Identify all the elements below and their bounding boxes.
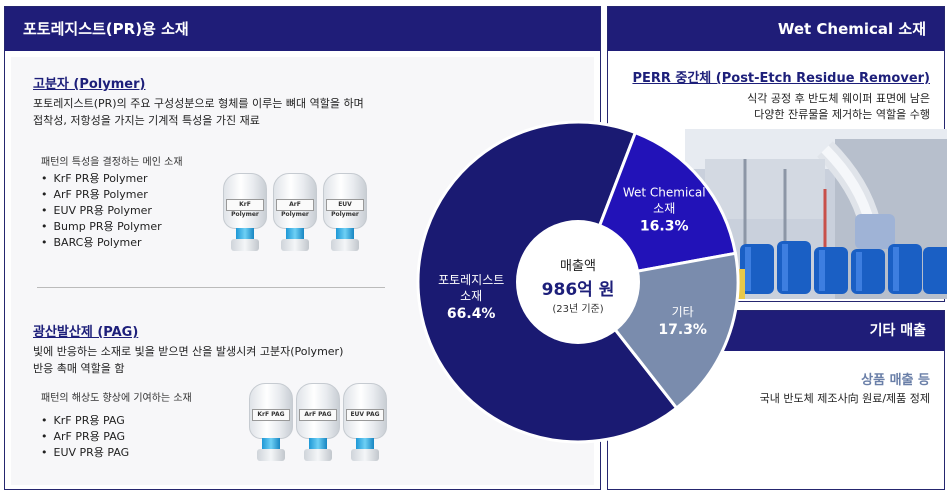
pr-materials-body: 고분자 (Polymer) 포토레지스트(PR)의 주요 구성성분으로 형체를 …	[11, 57, 594, 485]
list-item: ArF PR용 Polymer	[41, 187, 162, 203]
pag-desc-2: 반응 촉매 역할을 함	[33, 362, 125, 375]
factory-photo	[685, 129, 947, 299]
polymer-desc-1: 포토레지스트(PR)의 주요 구성성분으로 형체를 이루는 뼈대 역할을 하며	[33, 97, 364, 110]
wet-chemical-header: Wet Chemical 소재	[608, 7, 944, 51]
euv-polymer-bottle: EUV Polymer	[323, 173, 367, 253]
list-item: KrF PR용 PAG	[41, 413, 129, 429]
perr-title: PERR 중간체 (Post-Etch Residue Remover)	[632, 71, 930, 86]
perr-desc-1: 식각 공정 후 반도체 웨이퍼 표면에 남은	[747, 92, 930, 105]
euv-pag-bottle: EUV PAG	[343, 383, 387, 463]
list-item: Bump PR용 Polymer	[41, 219, 162, 235]
pag-desc-1: 빛에 반응하는 소재로 빛을 받으면 산을 발생시켜 고분자(Polymer)	[33, 345, 344, 358]
section-divider	[37, 287, 385, 288]
pag-title: 광산발산제 (PAG)	[33, 325, 139, 340]
pag-list: KrF PR용 PAG ArF PR용 PAG EUV PR용 PAG	[41, 413, 130, 461]
factory-photo-image	[685, 129, 947, 299]
list-item: EUV PR용 Polymer	[41, 203, 162, 219]
polymer-sub: 패턴의 특성을 결정하는 메인 소재	[41, 157, 183, 168]
perr-desc-2: 다양한 잔류물을 제거하는 역할을 수행	[754, 108, 930, 121]
arf-polymer-bottle: ArF Polymer	[273, 173, 317, 253]
polymer-list: KrF PR용 Polymer ArF PR용 Polymer EUV PR용 …	[41, 171, 162, 251]
arf-pag-bottle: ArF PAG	[296, 383, 340, 463]
polymer-title: 고분자 (Polymer)	[33, 77, 146, 92]
polymer-desc-2: 접착성, 저항성을 가지는 기계적 특성을 가진 재료	[33, 114, 260, 127]
wet-chemical-panel: Wet Chemical 소재 PERR 중간체 (Post-Etch Resi…	[607, 6, 947, 302]
krf-pag-bottle: KrF PAG	[249, 383, 293, 463]
list-item: EUV PR용 PAG	[41, 445, 130, 461]
krf-polymer-bottle: KrF Polymer	[223, 173, 267, 253]
other-sales-header: 기타 매출	[608, 311, 944, 351]
list-item: ArF PR용 PAG	[41, 429, 129, 445]
other-sales-title: 상품 매출 등	[861, 373, 930, 388]
other-sales-panel: 기타 매출 상품 매출 등 국내 반도체 제조사向 원료/제품 정제	[607, 310, 945, 490]
list-item: KrF PR용 Polymer	[41, 171, 162, 187]
pr-materials-panel: 포토레지스트(PR)용 소재 고분자 (Polymer) 포토레지스트(PR)의…	[4, 6, 601, 490]
pag-sub: 패턴의 해상도 향상에 기여하는 소재	[41, 393, 192, 404]
pr-materials-header: 포토레지스트(PR)용 소재	[5, 7, 600, 51]
list-item: BARC용 Polymer	[41, 235, 162, 251]
other-sales-desc: 국내 반도체 제조사向 원료/제품 정제	[759, 392, 930, 405]
